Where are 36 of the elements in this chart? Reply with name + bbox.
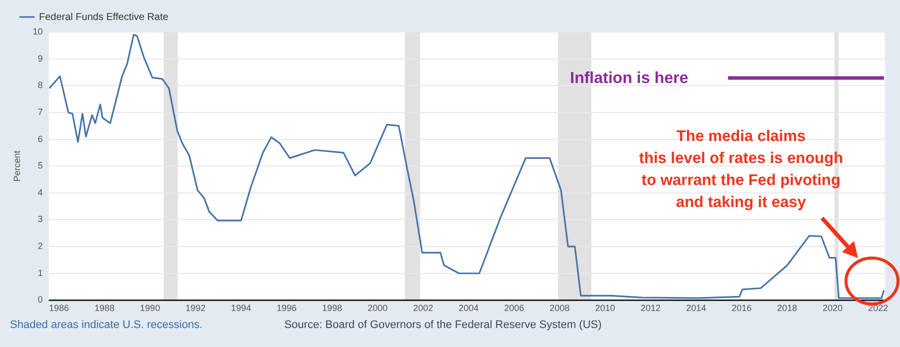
x-tick-label: 2006 (504, 303, 524, 314)
annotation: The media claims this level of rates is enough to warrant the Fed pivoting and taking it easy (638, 128, 844, 211)
legend-label: Federal Funds Effective Rate (39, 12, 169, 23)
y-tick-label: 8 (38, 80, 43, 90)
x-tick-label: 2008 (550, 303, 570, 314)
y-tick-label: 3 (38, 214, 43, 224)
source-note: Source: Board of Governors of the Federal Reserve System (US) (284, 319, 602, 331)
x-tick-label: 2000 (368, 303, 388, 314)
x-tick-label: 1994 (231, 303, 252, 314)
x-tick-label: 2004 (458, 303, 479, 314)
y-tick-label: 5 (38, 160, 43, 171)
x-tick-label: 1986 (49, 303, 70, 314)
y-tick-label: 1 (38, 268, 43, 278)
x-tick-label: 2014 (686, 303, 706, 314)
x-tick-label: 2022 (868, 303, 888, 314)
y-axis-title: Percent (12, 150, 22, 182)
y-tick-label: 4 (38, 187, 43, 198)
text: Shaded areas indicate U.S. recessions. (10, 319, 203, 331)
y-tick-label: 7 (38, 106, 43, 117)
x-tick-label: 2020 (822, 303, 843, 314)
x-tick-label: 1988 (94, 303, 115, 314)
x-tick-label: 2018 (777, 303, 798, 314)
annotation: Inflation is here (570, 70, 688, 87)
x-tick-label: 1998 (322, 303, 342, 314)
y-tick-label: 6 (38, 134, 43, 144)
y-tick-label: 2 (38, 241, 43, 252)
x-tick-label: 2002 (413, 303, 434, 314)
y-tick-label: 0 (38, 294, 43, 305)
y-tick-label: 10 (32, 26, 43, 36)
x-tick-label: 1996 (276, 303, 297, 314)
y-tick-label: 9 (38, 53, 43, 64)
x-tick-label: 1990 (140, 303, 160, 314)
x-tick-label: 2016 (732, 303, 752, 314)
x-tick-label: 1992 (186, 303, 206, 314)
x-tick-label: 2012 (640, 303, 661, 314)
x-tick-label: 2010 (595, 303, 616, 314)
